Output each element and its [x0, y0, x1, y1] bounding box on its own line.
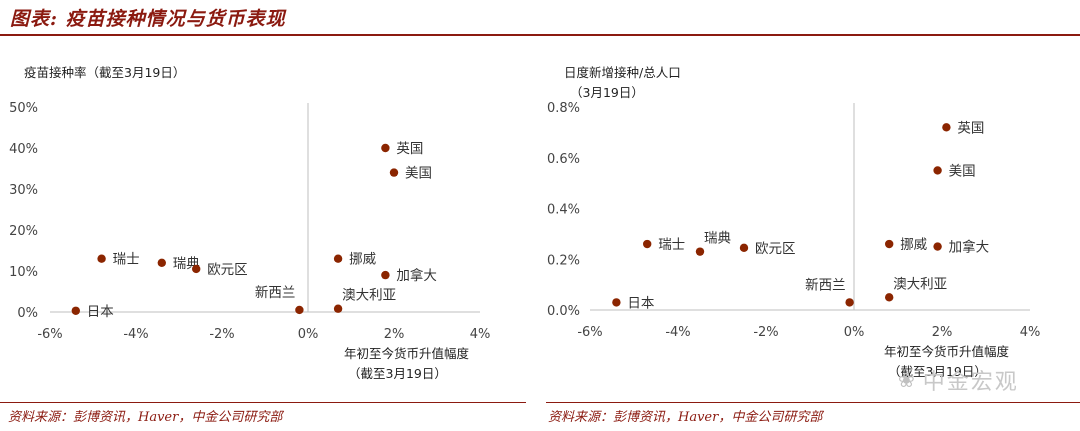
source-left: 资料来源：彭博资讯，Haver，中金公司研究部 — [8, 410, 283, 425]
data-label: 澳大利亚 — [342, 288, 396, 304]
data-label: 新西兰 — [805, 277, 846, 293]
data-label: 瑞士 — [658, 237, 685, 253]
data-label: 日本 — [627, 295, 654, 311]
right-scatter-chart: 日度新增接种/总人口 （3月19日） 0.0% 0.2% 0.4% 0.6% 0.8% -6%… — [547, 65, 1041, 379]
data-point — [333, 254, 343, 263]
y-tick-label: 0% — [17, 306, 38, 321]
x-tick-label: 0% — [298, 327, 319, 342]
y-tick-label: 20% — [9, 224, 38, 239]
data-point — [97, 254, 106, 263]
source-divider-right — [546, 402, 1080, 403]
data-point — [381, 270, 390, 280]
data-point — [643, 239, 652, 249]
data-point — [333, 304, 343, 313]
x-tick-label: -2% — [209, 327, 234, 342]
x-tick-label: -6% — [577, 325, 602, 340]
data-label: 美国 — [405, 166, 432, 182]
data-point — [885, 293, 894, 302]
x-tick-label: -6% — [37, 327, 62, 342]
data-point — [295, 305, 304, 315]
x-tick-label: -4% — [665, 325, 690, 340]
y-tick-label: 30% — [9, 183, 38, 198]
data-point — [71, 306, 81, 315]
left-scatter-chart: 疫苗接种率（截至3月19日） 0% 10% 20% 30% 40% 50% -6% -4% -2%… — [9, 65, 491, 381]
y-tick-label: 0.4% — [547, 203, 580, 218]
data-label: 加拿大 — [949, 239, 990, 256]
y-tick-label: 0.2% — [547, 253, 580, 268]
data-point — [695, 247, 705, 256]
data-label: 瑞典 — [704, 231, 731, 247]
source-divider-left — [0, 402, 526, 403]
data-point — [381, 143, 390, 153]
x-tick-label: 2% — [384, 327, 405, 342]
data-label: 挪威 — [900, 237, 927, 253]
data-point — [157, 258, 166, 267]
data-point — [933, 242, 942, 251]
x-axis-title-line1: 年初至今货币升值幅度 — [884, 344, 1010, 359]
x-axis-title-line1: 年初至今货币升值幅度 — [344, 346, 470, 361]
chart-title: 疫苗接种率（截至3月19日） — [24, 65, 185, 80]
data-label: 英国 — [396, 140, 423, 157]
data-point — [389, 168, 399, 177]
data-point — [612, 298, 621, 307]
x-axis-title-line2: （截至3月19日） — [348, 366, 447, 381]
wechat-icon: ❀ — [898, 368, 917, 392]
x-axis-title-line2: （截至3月19日） — [888, 364, 987, 379]
chart-title-line1: 日度新增接种/总人口 — [564, 65, 681, 80]
data-label: 挪威 — [349, 252, 376, 268]
y-tick-label: 50% — [9, 101, 38, 116]
data-label: 欧元区 — [207, 262, 248, 278]
data-point — [192, 264, 201, 274]
chart-title-line2: （3月19日） — [570, 85, 644, 100]
title-divider — [0, 34, 1080, 36]
y-tick-label: 0.8% — [547, 101, 580, 116]
data-label: 新西兰 — [255, 285, 296, 301]
data-point — [933, 166, 942, 175]
data-point — [845, 298, 854, 307]
y-tick-label: 40% — [9, 142, 38, 157]
data-label: 日本 — [87, 304, 114, 320]
x-tick-label: -2% — [753, 325, 778, 340]
y-tick-label: 10% — [9, 265, 38, 280]
watermark: ❀ 中金宏观 — [898, 364, 1019, 396]
watermark-text: 中金宏观 — [922, 370, 1019, 395]
data-label: 英国 — [957, 119, 984, 136]
data-label: 瑞士 — [113, 252, 140, 268]
data-label: 加拿大 — [396, 267, 437, 284]
data-label: 澳大利亚 — [893, 276, 947, 292]
source-right: 资料来源：彭博资讯，Haver，中金公司研究部 — [548, 410, 823, 425]
data-point — [942, 123, 951, 132]
data-label: 欧元区 — [755, 241, 796, 257]
x-tick-label: -4% — [123, 327, 148, 342]
y-tick-label: 0.0% — [547, 304, 580, 319]
data-label: 美国 — [949, 163, 976, 179]
y-tick-label: 0.6% — [547, 152, 580, 167]
x-tick-label: 4% — [470, 327, 491, 342]
x-tick-label: 0% — [844, 325, 865, 340]
x-tick-label: 2% — [932, 325, 953, 340]
x-tick-label: 4% — [1020, 325, 1041, 340]
data-point — [739, 243, 749, 253]
page-title: 图表: 疫苗接种情况与货币表现 — [10, 8, 286, 30]
data-point — [885, 239, 894, 249]
